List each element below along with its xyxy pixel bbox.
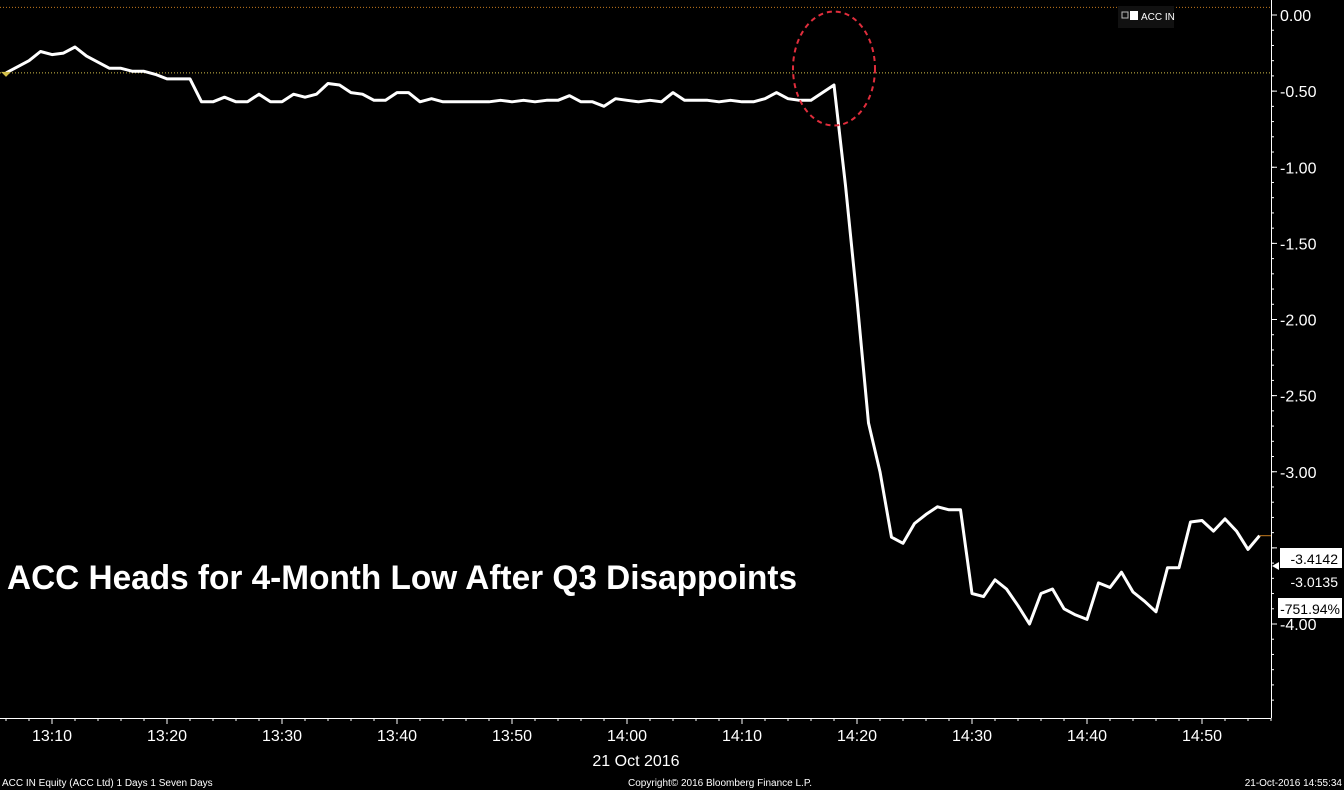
y-tick-label: -1.50	[1280, 236, 1317, 253]
legend-toggle-icon	[1121, 11, 1129, 19]
series-line-0	[5, 45, 1261, 626]
legend-swatch	[1130, 11, 1138, 20]
footer-security-info: ACC IN Equity (ACC Ltd) 1 Days 1 Seven D…	[2, 778, 213, 789]
value-label-bg-pct	[1278, 598, 1342, 618]
footer-copyright: Copyright© 2016 Bloomberg Finance L.P.	[628, 778, 812, 789]
series-group	[1, 45, 1271, 626]
x-axis-date-label: 21 Oct 2016	[592, 753, 679, 770]
footer-timestamp: 21-Oct-2016 14:55:34	[1245, 778, 1343, 789]
value-label-bg-last	[1280, 548, 1342, 568]
y-tick-label: 0.00	[1280, 8, 1311, 25]
y-tick-label: -3.00	[1280, 465, 1317, 482]
value-labels: -3.4142 -3.0135 -751.94%	[1272, 548, 1342, 618]
legend-label: ACC IN	[1141, 12, 1175, 23]
x-tick-label: 14:20	[837, 728, 877, 745]
x-tick-label: 14:10	[722, 728, 762, 745]
x-tick-label: 14:00	[607, 728, 647, 745]
series-start-marker	[1, 71, 11, 77]
value-label-pct: -751.94%	[1280, 601, 1340, 617]
y-tick-label: -4.00	[1280, 617, 1317, 634]
y-tick-label: -2.00	[1280, 313, 1317, 330]
value-pointer-icon	[1272, 562, 1279, 570]
x-tick-label: 13:10	[32, 728, 72, 745]
legend: ACC IN	[1118, 6, 1175, 28]
x-tick-label: 14:30	[952, 728, 992, 745]
highlight-ellipse	[792, 10, 876, 127]
x-tick-label: 13:30	[262, 728, 302, 745]
y-axis-ticks: 0.00 -0.50 -1.00 -1.50 -2.00 -2.50 -3.00 -4.00	[1271, 8, 1317, 701]
x-tick-label: 13:20	[147, 728, 187, 745]
y-tick-label: -1.00	[1280, 160, 1317, 177]
x-axis-ticks: 13:10 13:20 13:30 13:40 13:50 14:00 14:10 14:20…	[5, 718, 1272, 745]
highlight-group	[792, 10, 876, 127]
axes	[0, 0, 1272, 719]
x-tick-label: 14:50	[1182, 728, 1222, 745]
reference-lines	[0, 6, 1271, 74]
footer: ACC IN Equity (ACC Ltd) 1 Days 1 Seven D…	[2, 778, 1342, 789]
x-tick-label: 13:40	[377, 728, 417, 745]
y-tick-label: -0.50	[1280, 84, 1317, 101]
x-tick-label: 14:40	[1067, 728, 1107, 745]
y-tick-label: -2.50	[1280, 389, 1317, 406]
chart-title: ACC Heads for 4-Month Low After Q3 Disap…	[7, 559, 797, 597]
x-tick-label: 13:50	[492, 728, 532, 745]
value-label-secondary: -3.0135	[1291, 574, 1339, 590]
value-label-last: -3.4142	[1291, 551, 1339, 567]
